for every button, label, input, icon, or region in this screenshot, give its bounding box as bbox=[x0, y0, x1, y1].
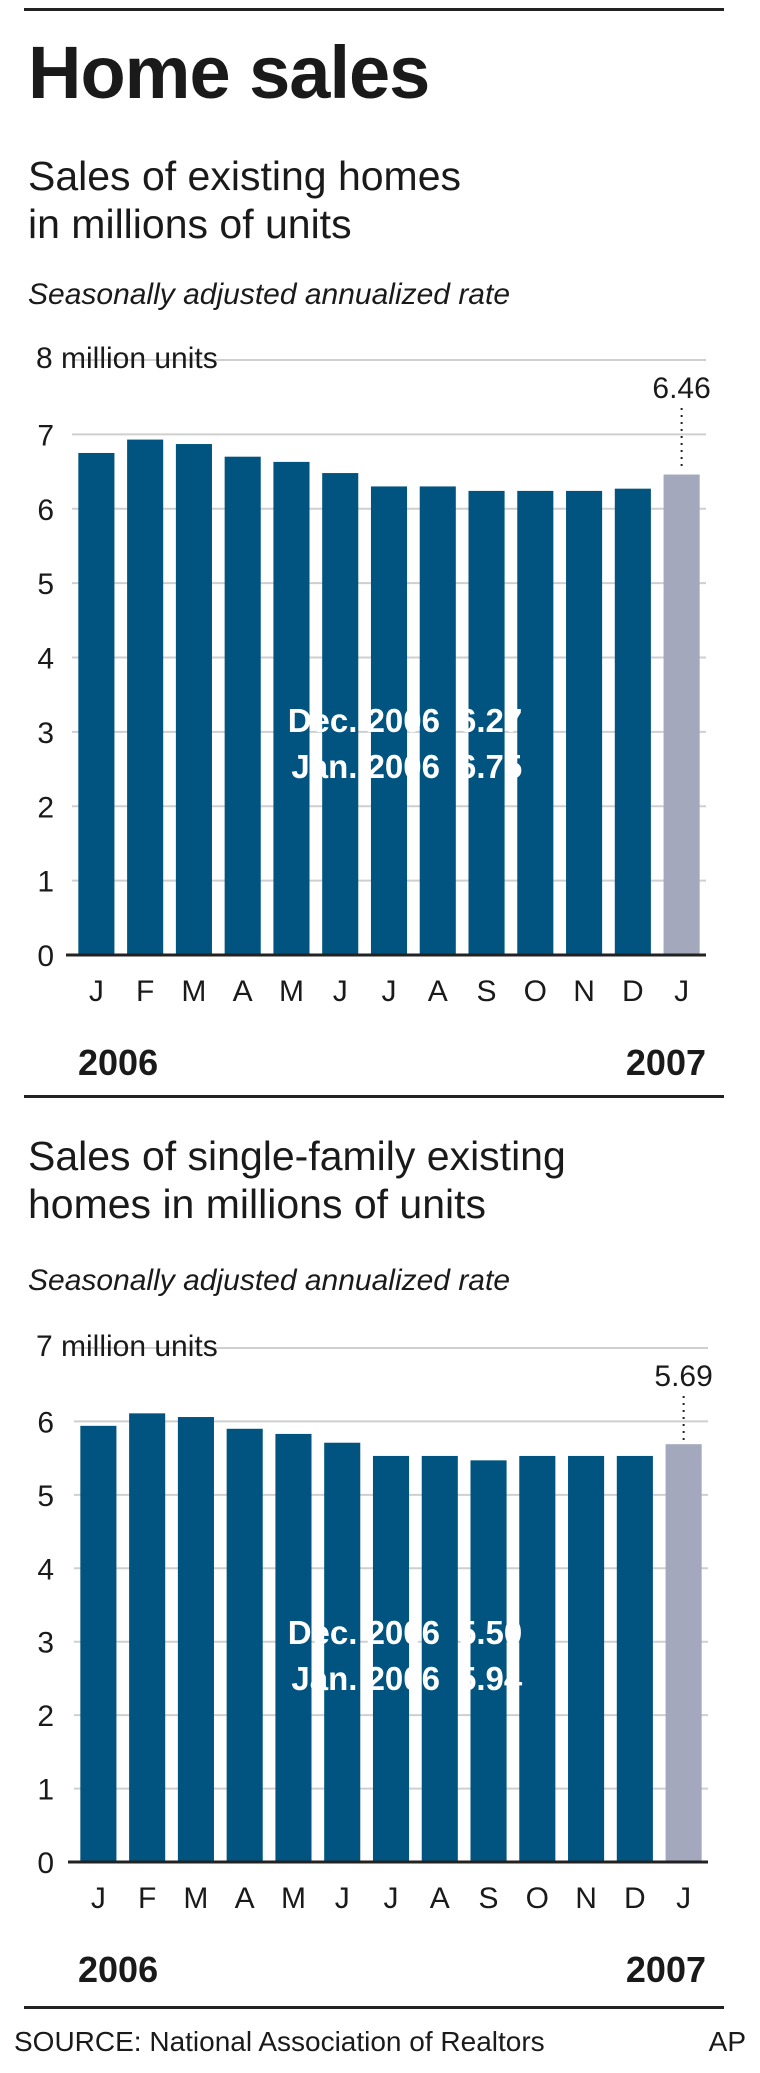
x-tick-label: J bbox=[384, 1882, 399, 1915]
highlight-value-label: 5.69 bbox=[654, 1360, 712, 1393]
y-tick-label: 6 bbox=[37, 1406, 54, 1439]
year-label-end: 2007 bbox=[626, 1949, 706, 1990]
y-tick-label: 4 bbox=[37, 643, 54, 676]
bar bbox=[175, 444, 212, 955]
y-tick-label: 1 bbox=[37, 1774, 54, 1807]
year-label-end: 2007 bbox=[626, 1042, 706, 1083]
x-tick-label: J bbox=[91, 1882, 106, 1915]
y-tick-label: 5 bbox=[37, 568, 54, 601]
bar bbox=[665, 1444, 702, 1862]
x-tick-label: M bbox=[281, 1882, 306, 1915]
unit-label: 8 million units bbox=[36, 342, 218, 375]
highlight-value-label: 6.46 bbox=[652, 372, 710, 405]
bar bbox=[470, 1460, 507, 1862]
annotation-label: Jan. 2006 bbox=[291, 1660, 440, 1697]
x-tick-label: J bbox=[89, 975, 104, 1008]
source-note: SOURCE: National Association of Realtors bbox=[14, 2026, 545, 2057]
chart2-title: Sales of single-family existing homes in… bbox=[28, 1132, 566, 1228]
bar bbox=[372, 1455, 410, 1862]
bar bbox=[224, 456, 261, 955]
x-tick-label: J bbox=[674, 975, 689, 1008]
chart2-title-line2: homes in millions of units bbox=[28, 1181, 487, 1227]
y-tick-label: 2 bbox=[37, 791, 54, 824]
year-label-start: 2006 bbox=[78, 1949, 158, 1990]
x-tick-label: O bbox=[526, 1882, 549, 1915]
y-tick-label: 0 bbox=[37, 1847, 54, 1880]
credit: AP bbox=[708, 2026, 746, 2057]
annotation-label: Dec. 2006 bbox=[288, 1614, 440, 1651]
bar bbox=[80, 1425, 117, 1862]
bar bbox=[273, 461, 310, 955]
bar bbox=[614, 488, 651, 955]
x-tick-label: D bbox=[624, 1882, 646, 1915]
chart1-title-line2: in millions of units bbox=[28, 201, 352, 247]
x-tick-label: J bbox=[382, 975, 397, 1008]
bar bbox=[568, 1455, 605, 1862]
year-label-start: 2006 bbox=[78, 1042, 158, 1083]
x-tick-label: A bbox=[430, 1882, 450, 1915]
y-tick-label: 4 bbox=[37, 1553, 54, 1586]
y-tick-label: 5 bbox=[37, 1480, 54, 1513]
annotation-value: 6.75 bbox=[458, 748, 522, 785]
x-tick-label: M bbox=[181, 975, 206, 1008]
bar bbox=[566, 490, 603, 955]
x-tick-label: N bbox=[575, 1882, 597, 1915]
y-tick-label: 6 bbox=[37, 494, 54, 527]
y-tick-label: 1 bbox=[37, 866, 54, 899]
x-tick-label: A bbox=[233, 975, 253, 1008]
y-tick-label: 2 bbox=[37, 1700, 54, 1733]
bar bbox=[226, 1428, 263, 1862]
x-tick-label: M bbox=[183, 1882, 208, 1915]
bar bbox=[663, 474, 700, 955]
annotation-value: 5.50 bbox=[458, 1614, 522, 1651]
x-tick-label: D bbox=[622, 975, 644, 1008]
bar bbox=[275, 1433, 312, 1862]
unit-label: 7 million units bbox=[36, 1330, 218, 1363]
x-tick-label: M bbox=[279, 975, 304, 1008]
bar bbox=[322, 473, 359, 955]
x-tick-label: N bbox=[573, 975, 595, 1008]
page-title: Home sales bbox=[28, 31, 430, 114]
bar bbox=[127, 439, 164, 955]
y-tick-label: 3 bbox=[37, 717, 54, 750]
chart2-title-line1: Sales of single-family existing bbox=[28, 1133, 566, 1179]
bar bbox=[616, 1455, 653, 1862]
bar bbox=[177, 1417, 214, 1862]
annotation-label: Jan. 2006 bbox=[291, 748, 440, 785]
bar bbox=[129, 1413, 166, 1862]
y-tick-label: 3 bbox=[37, 1627, 54, 1660]
chart2-subtitle: Seasonally adjusted annualized rate bbox=[28, 1264, 511, 1297]
bar bbox=[517, 490, 554, 955]
x-tick-label: F bbox=[138, 1882, 156, 1915]
bar bbox=[78, 452, 115, 955]
x-tick-label: A bbox=[428, 975, 448, 1008]
top-rule bbox=[24, 8, 724, 11]
bar bbox=[370, 486, 408, 955]
annotation-label: Dec. 2006 bbox=[288, 702, 440, 739]
chart1-title-line1: Sales of existing homes bbox=[28, 153, 462, 199]
x-tick-label: J bbox=[335, 1882, 350, 1915]
x-tick-label: S bbox=[479, 1882, 499, 1915]
bar bbox=[421, 1455, 458, 1862]
section-divider bbox=[24, 1095, 724, 1098]
bar bbox=[468, 490, 505, 955]
chart1-subtitle: Seasonally adjusted annualized rate bbox=[28, 278, 511, 311]
x-tick-label: O bbox=[524, 975, 547, 1008]
bar bbox=[324, 1442, 361, 1862]
bar bbox=[419, 486, 456, 955]
chart1-title: Sales of existing homes in millions of u… bbox=[28, 152, 461, 248]
bar bbox=[519, 1455, 556, 1862]
annotation-value: 5.94 bbox=[458, 1660, 523, 1697]
y-tick-label: 0 bbox=[37, 940, 54, 973]
x-tick-label: F bbox=[136, 975, 154, 1008]
bottom-rule bbox=[24, 2006, 724, 2009]
annotation-value: 6.27 bbox=[458, 702, 522, 739]
x-tick-label: J bbox=[676, 1882, 691, 1915]
x-tick-label: A bbox=[235, 1882, 255, 1915]
x-tick-label: J bbox=[333, 975, 348, 1008]
x-tick-label: S bbox=[477, 975, 497, 1008]
y-tick-label: 7 bbox=[37, 419, 54, 452]
